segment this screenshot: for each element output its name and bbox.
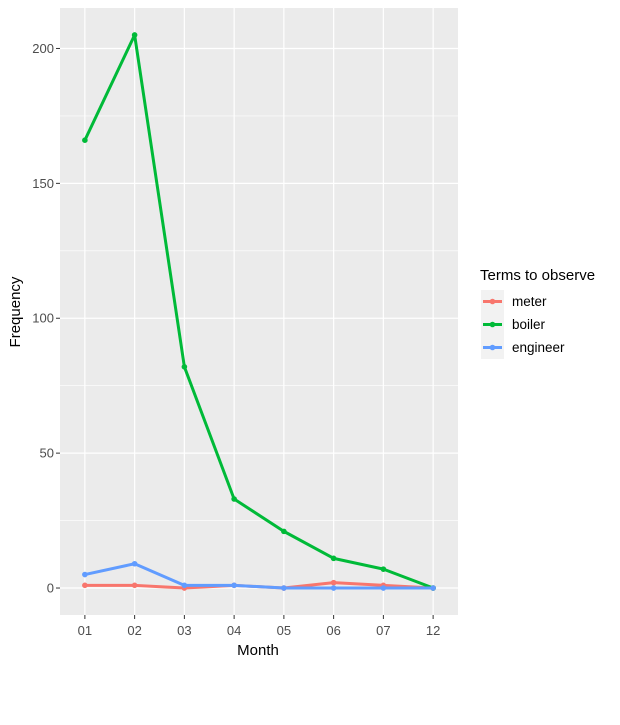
grid-lines	[60, 8, 458, 615]
y-tick-label: 200	[32, 41, 54, 56]
data-point-meter	[82, 582, 88, 589]
legend-key-point-engineer	[489, 344, 496, 351]
x-tick-label: 06	[326, 623, 340, 638]
data-point-engineer	[380, 585, 387, 591]
data-point-engineer	[131, 560, 138, 567]
data-point-engineer	[231, 582, 237, 589]
data-point-engineer	[281, 585, 287, 591]
x-tick-label: 07	[376, 623, 390, 638]
data-point-boiler	[380, 566, 387, 572]
legend-key-point-meter	[489, 298, 496, 305]
data-point-boiler	[281, 528, 287, 535]
legend-label-meter: meter	[512, 294, 547, 309]
x-tick-label: 05	[277, 623, 291, 638]
data-point-engineer	[181, 582, 188, 589]
series-lines	[82, 32, 436, 591]
plot-panel	[60, 8, 458, 615]
y-tick-label: 0	[47, 581, 54, 596]
data-point-engineer	[330, 585, 337, 591]
legend-label-boiler: boiler	[512, 317, 546, 332]
data-point-meter	[330, 579, 337, 586]
y-tick-label: 100	[32, 311, 54, 326]
data-point-engineer	[82, 571, 88, 578]
series-line-boiler	[83, 33, 435, 590]
axes: 0 50 100 150 200 01 02 03 04 05 06 07 12	[32, 41, 440, 638]
x-tick-label: 12	[426, 623, 440, 638]
legend-key-point-boiler	[489, 321, 496, 328]
data-point-boiler	[330, 555, 337, 562]
data-point-engineer	[430, 585, 436, 591]
data-point-boiler	[181, 364, 188, 370]
series-line-engineer	[83, 562, 435, 590]
y-tick-label: 150	[32, 176, 54, 191]
y-axis-title: Frequency	[7, 276, 24, 347]
data-point-meter	[131, 582, 138, 589]
data-point-boiler	[82, 137, 88, 143]
x-tick-label: 01	[78, 623, 92, 638]
data-point-boiler	[131, 32, 138, 38]
legend: Terms to observe meter boiler engineer	[480, 267, 595, 359]
x-tick-label: 03	[177, 623, 191, 638]
x-tick-label: 04	[227, 623, 241, 638]
legend-label-engineer: engineer	[512, 340, 565, 355]
x-axis-title: Month	[237, 642, 279, 659]
y-tick-label: 50	[40, 446, 54, 461]
data-point-boiler	[231, 496, 237, 502]
x-tick-label: 02	[127, 623, 141, 638]
legend-title: Terms to observe	[480, 267, 595, 284]
